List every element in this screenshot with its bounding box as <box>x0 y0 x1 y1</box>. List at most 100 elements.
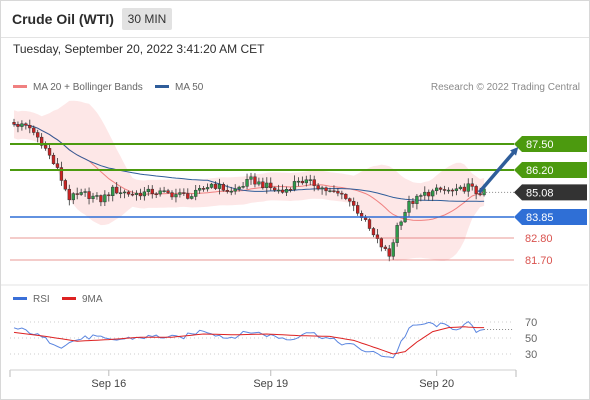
candle-body <box>43 145 48 149</box>
candle-body <box>265 182 269 188</box>
candle-body <box>288 189 293 191</box>
candle <box>91 192 95 203</box>
chart-header: Crude Oil (WTI) 30 MIN <box>1 1 589 38</box>
candle <box>316 183 320 191</box>
candle <box>71 192 75 205</box>
ma20-legend-swatch <box>13 85 27 88</box>
candle <box>458 185 463 191</box>
candle <box>166 188 170 195</box>
target-label: 82.80 <box>525 233 553 245</box>
candle <box>332 185 336 194</box>
x-tick-label: Sep 19 <box>253 378 288 390</box>
candle-body <box>474 186 478 194</box>
candle-body <box>391 242 395 257</box>
candle <box>292 175 297 192</box>
candle-body <box>166 190 170 193</box>
candle <box>320 185 324 195</box>
candle-body <box>83 191 87 193</box>
candle <box>111 184 115 202</box>
candle <box>257 177 261 187</box>
candle <box>245 173 249 190</box>
candle <box>75 187 79 200</box>
candle <box>336 188 340 197</box>
candle-body <box>296 180 301 183</box>
ma50-legend-label: MA 50 <box>175 82 204 93</box>
candle <box>273 186 277 192</box>
candle <box>348 197 352 207</box>
timeframe-badge[interactable]: 30 MIN <box>122 8 172 30</box>
rsi-pane: 70 50 30 <box>10 317 537 361</box>
candle-body <box>59 167 64 181</box>
candle-body <box>146 188 150 193</box>
candle-body <box>99 195 103 203</box>
candle-body <box>367 219 372 229</box>
candle-body <box>162 190 166 192</box>
candle-body <box>442 189 447 191</box>
candle-body <box>40 136 44 146</box>
candle-body <box>470 183 474 187</box>
candle <box>340 190 344 200</box>
candle-body <box>249 176 253 180</box>
candle <box>261 177 265 190</box>
resistance-label: 86.20 <box>526 165 554 177</box>
candle <box>415 194 419 210</box>
bollinger-band-area <box>14 100 485 261</box>
candle-body <box>79 192 83 195</box>
candle-body <box>182 192 186 194</box>
resistance-label: 87.50 <box>526 139 554 151</box>
candle-body <box>24 123 28 126</box>
candle-body <box>379 238 384 248</box>
support-label: 83.85 <box>526 212 554 224</box>
scenario-arrow <box>477 146 519 194</box>
candle <box>387 244 391 262</box>
candle-body <box>107 194 111 197</box>
candle <box>454 183 459 196</box>
candle <box>269 177 273 191</box>
candle-body <box>478 193 482 196</box>
resistance-label-box <box>514 162 587 178</box>
candle-body <box>55 163 60 168</box>
ma20-legend-label: MA 20 + Bollinger Bands <box>33 82 143 93</box>
candle <box>474 184 478 200</box>
candle <box>28 119 32 134</box>
candle <box>241 181 245 189</box>
candles <box>12 118 486 262</box>
ma50-line <box>13 123 485 202</box>
candle <box>446 187 451 194</box>
candle-body <box>253 176 257 185</box>
candle <box>435 184 439 195</box>
candle-body <box>466 183 470 192</box>
candle-body <box>450 189 455 192</box>
candle <box>146 185 150 196</box>
candle <box>107 192 111 202</box>
candle <box>138 188 143 200</box>
candle-body <box>269 182 273 189</box>
candle-body <box>312 179 316 186</box>
candle-body <box>67 188 71 201</box>
candle <box>225 184 229 194</box>
candle <box>170 190 174 200</box>
candle-body <box>201 188 206 190</box>
candle-body <box>32 127 36 133</box>
candle-body <box>178 192 182 195</box>
candle-body <box>316 185 320 190</box>
candle-body <box>352 201 356 206</box>
last-price-box <box>514 184 587 201</box>
candle-body <box>419 195 423 197</box>
candle <box>150 185 154 199</box>
candle <box>352 197 356 212</box>
candle <box>182 188 186 196</box>
ma9-legend-label: 9MA <box>82 294 103 305</box>
candle <box>47 144 52 160</box>
candle <box>186 188 190 200</box>
candle-body <box>174 194 178 198</box>
candle <box>328 187 332 193</box>
candle-body <box>241 186 245 188</box>
candle-body <box>150 188 154 195</box>
candle <box>209 182 214 189</box>
candle-body <box>300 180 305 184</box>
candle <box>55 157 60 171</box>
candle-body <box>348 198 352 202</box>
price-levels: 87.50 86.20 85.08 83.85 82.80 81.70 <box>10 136 587 267</box>
instrument-title: Crude Oil (WTI) <box>12 11 114 27</box>
